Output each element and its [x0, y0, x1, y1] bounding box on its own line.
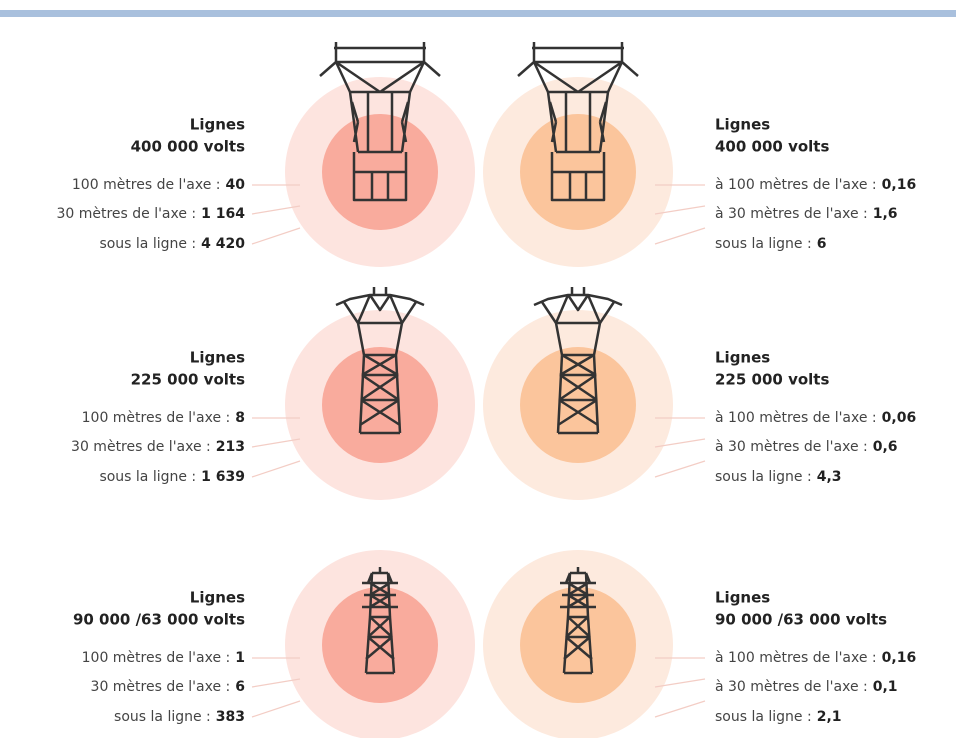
row-title: Lignes	[190, 116, 245, 134]
item-label: à 30 mètres de l'axe :	[715, 679, 868, 695]
item-label: sous la ligne :	[99, 236, 196, 252]
connector	[654, 438, 706, 448]
item-value: 1 164	[201, 206, 245, 222]
inner-circle	[322, 347, 438, 463]
row-title: Lignes	[190, 589, 245, 607]
connector	[251, 227, 301, 245]
item-value: 1 639	[201, 469, 245, 485]
inner-circle	[520, 587, 636, 703]
row-voltage: 90 000 /63 000 volts	[715, 611, 887, 629]
item-label: sous la ligne :	[715, 709, 812, 725]
item-value: 383	[216, 709, 245, 725]
item-text: 30 mètres de l'axe :6	[91, 679, 245, 695]
inner-circle	[322, 587, 438, 703]
item-text: à 100 mètres de l'axe : 0,16	[715, 177, 916, 193]
item-value: 1	[235, 650, 245, 666]
item-text: 100 mètres de l'axe :1	[82, 650, 245, 666]
connector	[654, 205, 706, 215]
row-voltage: 90 000 /63 000 volts	[73, 611, 245, 629]
row-title: Lignes	[715, 116, 770, 134]
item-value: 8	[235, 410, 245, 426]
item-text: à 100 mètres de l'axe : 0,16	[715, 650, 916, 666]
item-label: à 100 mètres de l'axe :	[715, 410, 877, 426]
item-value: 2,1	[817, 709, 842, 725]
row-voltage: 225 000 volts	[131, 371, 245, 389]
item-text: 30 mètres de l'axe : 213	[71, 439, 245, 455]
item-label: 30 mètres de l'axe :	[91, 679, 231, 695]
item-value: 6	[235, 679, 245, 695]
item-value: 0,6	[873, 439, 898, 455]
item-text: à 30 mètres de l'axe : 0,6	[715, 439, 898, 455]
connector	[654, 460, 706, 478]
item-text: 100 mètres de l'axe : 40	[72, 177, 245, 193]
item-text: sous la ligne : 2,1	[715, 709, 842, 725]
item-text: sous la ligne : 4,3	[715, 469, 842, 485]
item-text: à 30 mètres de l'axe : 0,1	[715, 679, 898, 695]
item-label: sous la ligne :	[99, 469, 196, 485]
connector	[251, 205, 301, 215]
item-label: sous la ligne :	[715, 236, 812, 252]
top-bar	[0, 10, 956, 17]
row-voltage: 225 000 volts	[715, 371, 829, 389]
item-label: à 30 mètres de l'axe :	[715, 439, 868, 455]
item-label: sous la ligne :	[715, 469, 812, 485]
item-value: 0,16	[882, 650, 917, 666]
item-text: 30 mètres de l'axe : 1 164	[56, 206, 245, 222]
item-value: 213	[216, 439, 245, 455]
item-label: 100 mètres de l'axe :	[72, 177, 221, 193]
item-text: sous la ligne : 6	[715, 236, 826, 252]
item-value: 6	[817, 236, 827, 252]
item-label: sous la ligne :	[114, 709, 211, 725]
inner-circle	[520, 347, 636, 463]
connector	[654, 678, 706, 688]
row-voltage: 400 000 volts	[715, 138, 829, 156]
connector	[654, 227, 706, 245]
item-text: à 100 mètres de l'axe : 0,06	[715, 410, 916, 426]
item-text: à 30 mètres de l'axe : 1,6	[715, 206, 898, 222]
item-value: 4,3	[817, 469, 842, 485]
row-voltage: 400 000 volts	[131, 138, 245, 156]
item-text: sous la ligne : 1 639	[99, 469, 245, 485]
item-value: 1,6	[873, 206, 898, 222]
connector	[251, 460, 301, 478]
item-label: 100 mètres de l'axe :	[82, 650, 231, 666]
item-label: 100 mètres de l'axe :	[82, 410, 231, 426]
connector	[251, 678, 301, 688]
item-value: 0,16	[882, 177, 917, 193]
item-label: à 30 mètres de l'axe :	[715, 206, 868, 222]
item-label: 30 mètres de l'axe :	[71, 439, 211, 455]
item-value: 40	[226, 177, 246, 193]
item-text: sous la ligne : 4 420	[99, 236, 245, 252]
item-text: sous la ligne : 383	[114, 709, 245, 725]
item-text: 100 mètres de l'axe :8	[82, 410, 245, 426]
item-value: 0,06	[882, 410, 917, 426]
item-value: 4 420	[201, 236, 245, 252]
connector	[251, 700, 301, 718]
connector	[654, 700, 706, 718]
connector	[251, 438, 301, 448]
row-title: Lignes	[190, 349, 245, 367]
item-value: 0,1	[873, 679, 898, 695]
item-label: 30 mètres de l'axe :	[56, 206, 196, 222]
row-title: Lignes	[715, 589, 770, 607]
row-title: Lignes	[715, 349, 770, 367]
item-label: à 100 mètres de l'axe :	[715, 177, 877, 193]
item-label: à 100 mètres de l'axe :	[715, 650, 877, 666]
